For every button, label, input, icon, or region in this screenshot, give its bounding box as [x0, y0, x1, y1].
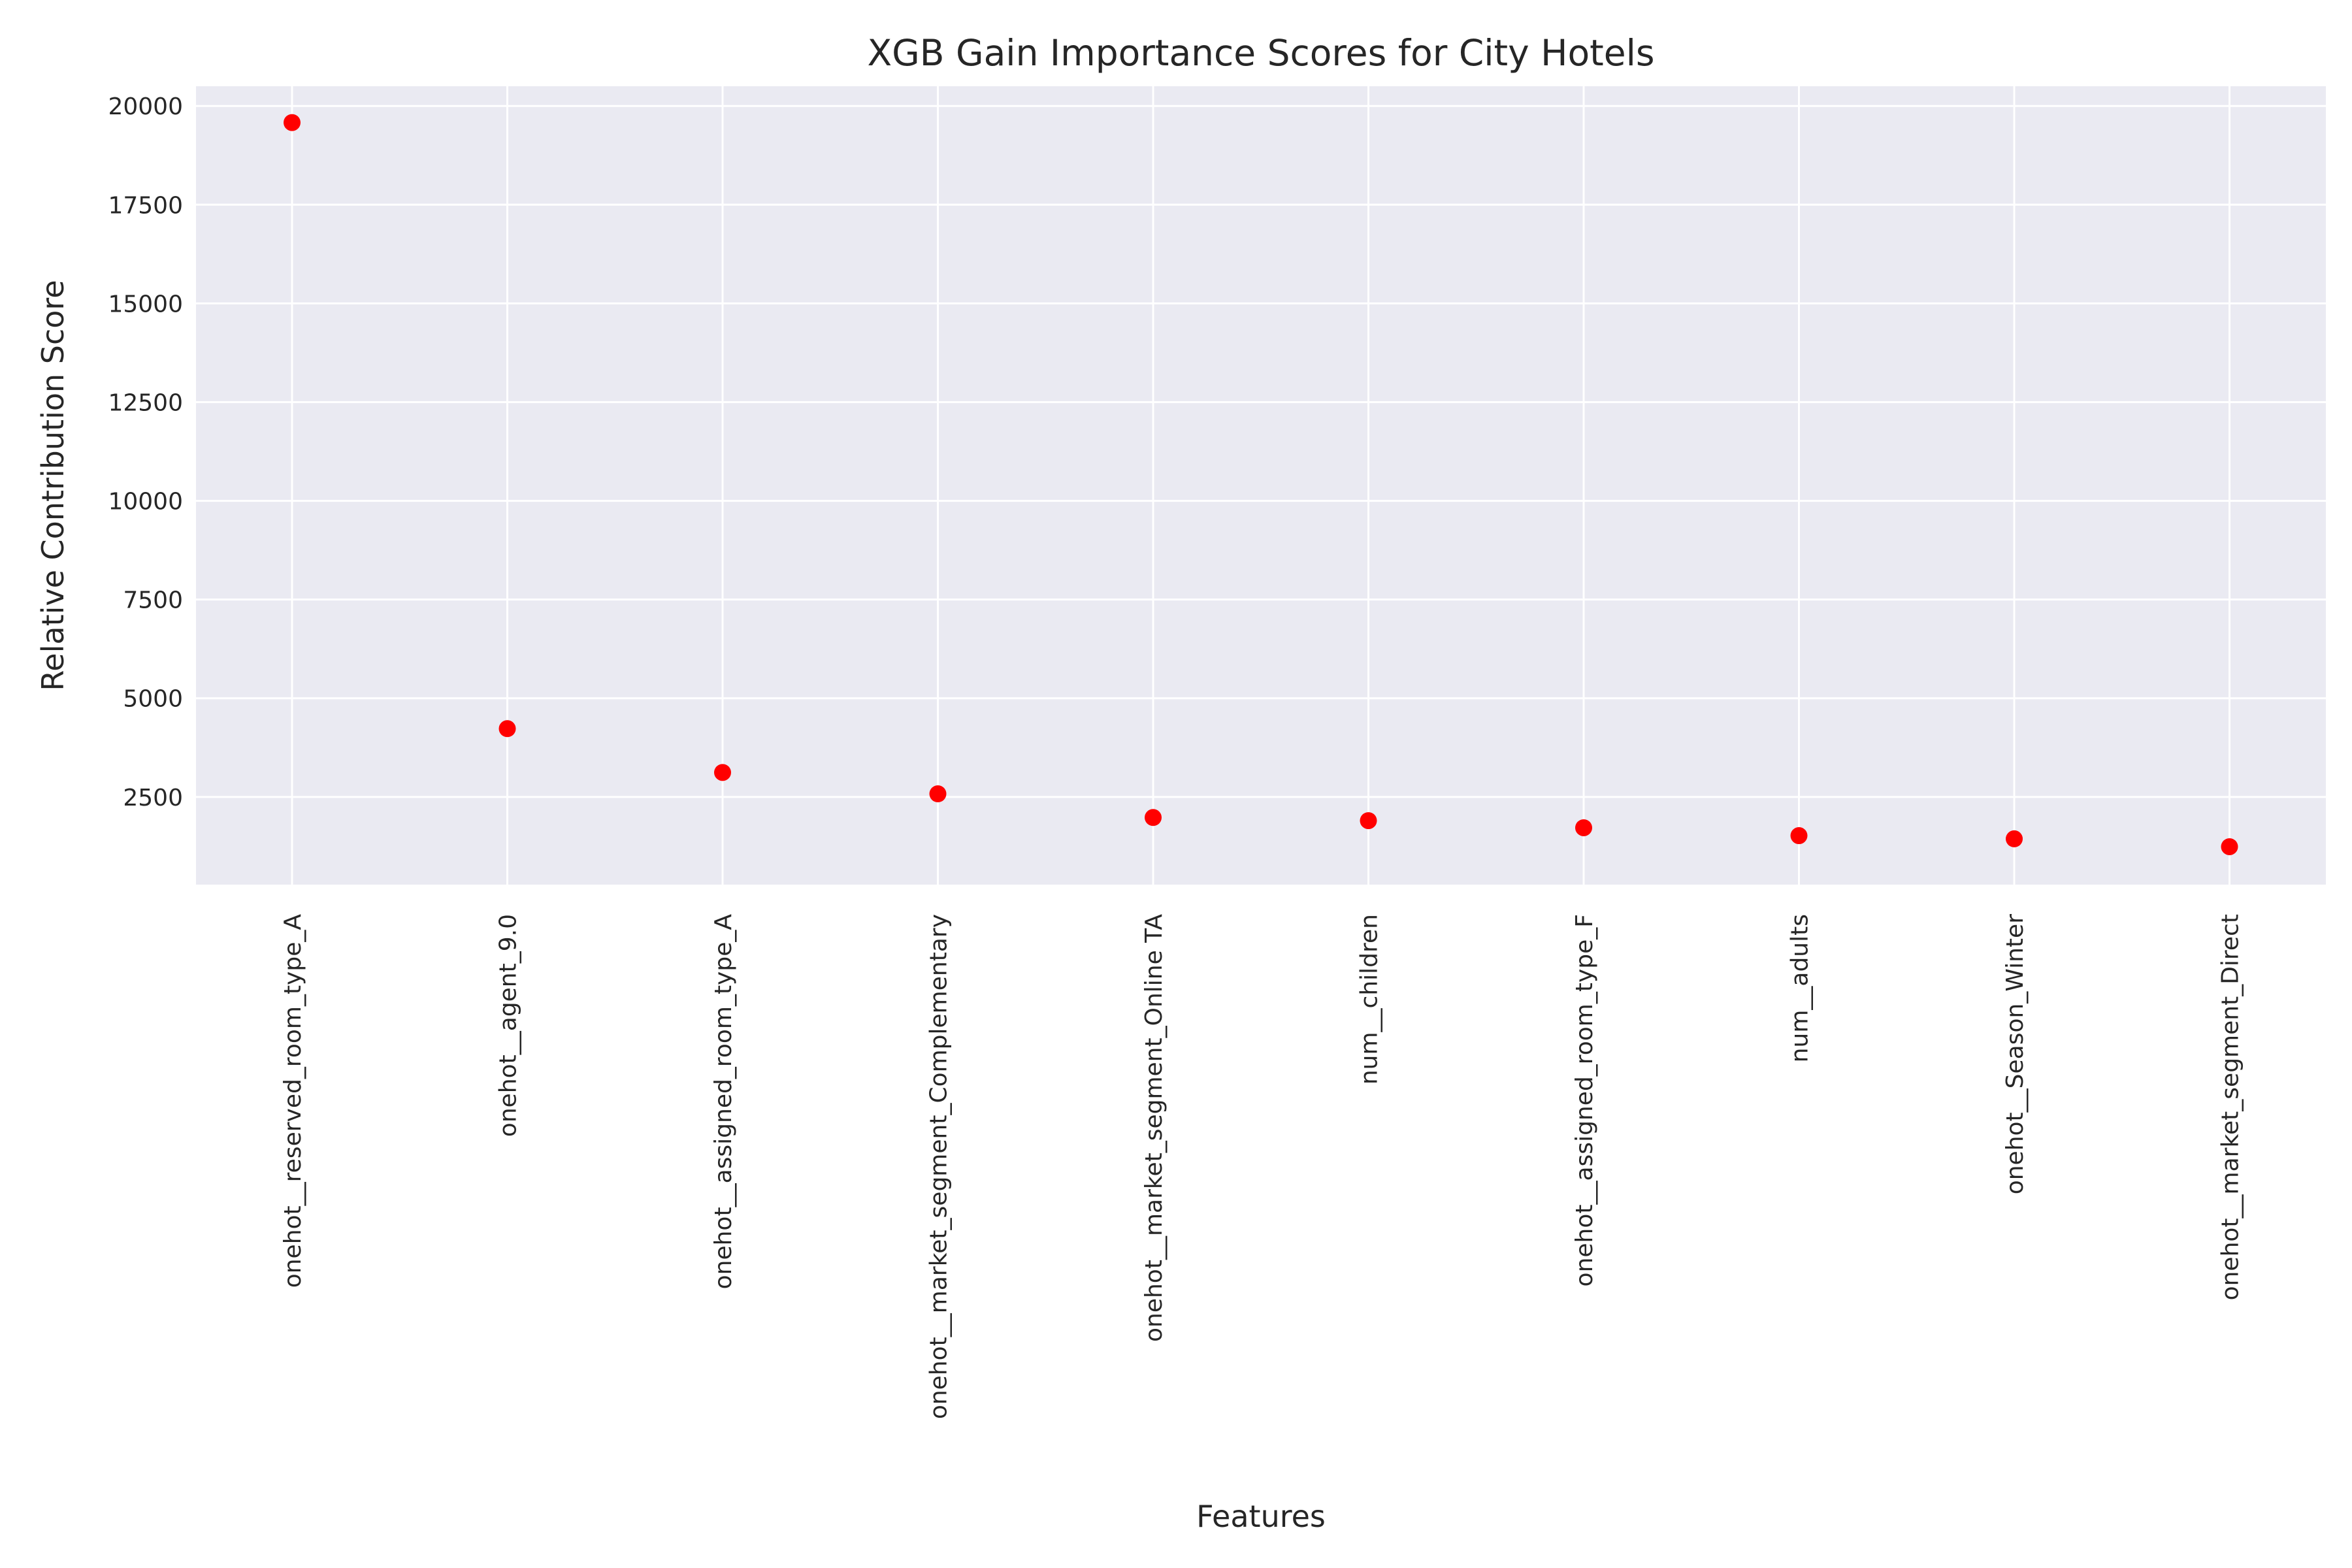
y-tick-label: 20000	[108, 93, 183, 120]
y-tick-label: 10000	[108, 489, 183, 515]
x-tick-labels: onehot__reserved_room_type_A onehot__agen…	[280, 914, 2244, 1420]
x-gridlines	[291, 86, 2230, 885]
data-point	[1575, 819, 1592, 836]
x-tick-label: onehot__Season_Winter	[2002, 914, 2029, 1194]
x-tick-label: onehot__market_segment_Direct	[2217, 914, 2244, 1300]
y-tick-label: 17500	[108, 192, 183, 219]
x-tick-label: onehot__market_segment_Complementary	[926, 914, 953, 1419]
y-tick-label: 2500	[123, 785, 183, 811]
x-tick-label: num__adults	[1787, 914, 1814, 1062]
data-point	[284, 114, 301, 131]
y-tick-label: 7500	[123, 587, 183, 614]
x-tick-label: onehot__agent_9.0	[495, 914, 522, 1137]
x-tick-label: onehot__market_segment_Online TA	[1141, 914, 1168, 1342]
y-axis-title: Relative Contribution Score	[35, 280, 71, 691]
y-tick-labels: 2500 5000 7500 10000 12500 15000 17500 20000	[108, 93, 183, 811]
y-tick-label: 5000	[123, 686, 183, 713]
y-tick-label: 12500	[108, 389, 183, 416]
data-point	[1145, 809, 1162, 826]
plot-area	[196, 86, 2326, 885]
x-tick-label: onehot__assigned_room_type_F	[1571, 914, 1598, 1286]
data-point	[929, 785, 947, 802]
x-tick-label: num__children	[1356, 914, 1383, 1085]
data-point	[2006, 830, 2023, 847]
data-point	[1360, 812, 1377, 830]
x-tick-label: onehot__assigned_room_type_A	[710, 914, 737, 1290]
data-point	[2221, 838, 2238, 855]
y-tick-label: 15000	[108, 291, 183, 318]
x-axis-title: Features	[1196, 1499, 1326, 1534]
y-gridlines	[196, 105, 2326, 798]
data-point	[1790, 827, 1808, 845]
data-points	[284, 114, 2238, 855]
data-point	[714, 764, 731, 781]
chart-title: XGB Gain Importance Scores for City Hote…	[867, 32, 1654, 74]
data-point	[498, 720, 516, 738]
x-tick-label: onehot__reserved_room_type_A	[280, 914, 306, 1288]
